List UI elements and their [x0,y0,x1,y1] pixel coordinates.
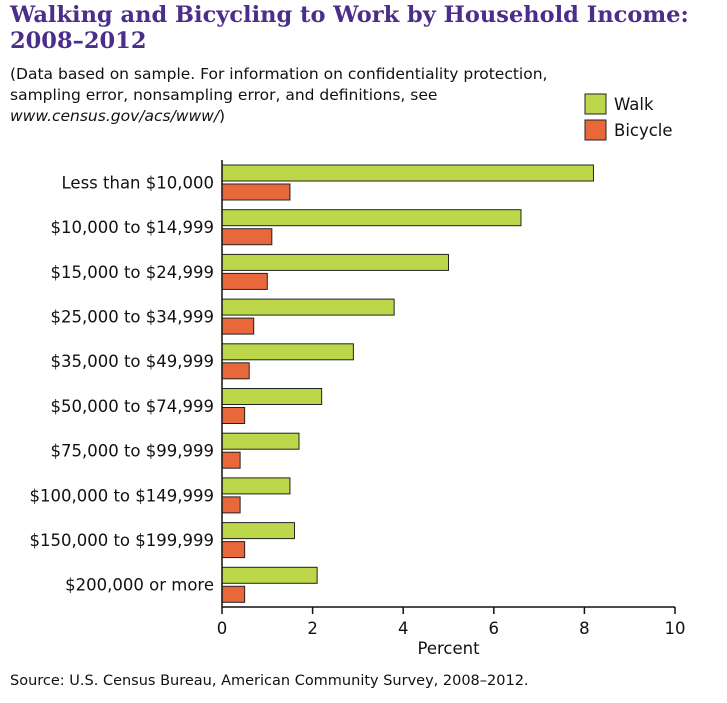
category-label: $75,000 to $99,999 [50,442,214,461]
bicycle-bar [221,451,241,469]
category-label: $25,000 to $34,999 [50,307,214,326]
x-tick-label: 0 [217,619,228,638]
x-axis-title: Percent [417,639,480,658]
legend-swatch-bicycle [584,119,607,141]
category-label: Less than $10,000 [62,173,214,192]
walk-bar [221,477,291,495]
bicycle-bar [221,541,246,559]
legend-swatch-walk [584,93,607,115]
category-label: $15,000 to $24,999 [50,263,214,282]
subtitle-lead: (Data based on sample. For information o… [10,65,548,104]
subtitle-url: www.census.gov/acs/www/ [10,107,220,125]
walk-bar [221,388,323,405]
walk-bar [221,522,295,540]
chart-subtitle: (Data based on sample. For information o… [10,64,570,127]
x-tick-label: 10 [665,619,686,638]
legend-label-walk: Walk [614,95,654,114]
walk-bar [221,253,449,271]
bicycle-bar [221,272,268,290]
bicycle-bar [221,407,246,424]
bicycle-bar [221,183,291,201]
subtitle-tail: ) [219,107,226,125]
walk-bar [221,343,354,361]
walk-bar [221,164,594,182]
x-tick-label: 4 [398,619,409,638]
x-tick-label: 2 [307,619,318,638]
category-label: $200,000 or more [65,576,214,595]
walk-bar [221,298,395,316]
bicycle-bar [221,585,246,603]
category-label: $35,000 to $49,999 [50,352,214,371]
walk-bar [221,432,300,450]
chart-title: Walking and Bicycling to Work by Househo… [10,2,689,54]
source-note: Source: U.S. Census Bureau, American Com… [10,673,529,689]
category-label: $10,000 to $14,999 [50,218,214,237]
legend-label-bicycle: Bicycle [614,121,673,140]
walk-bar [221,209,522,227]
x-tick-label: 6 [489,619,500,638]
category-label: $150,000 to $199,999 [29,531,214,550]
bicycle-bar [221,228,273,246]
x-tick-label: 8 [579,619,590,638]
category-label: $100,000 to $149,999 [29,486,214,505]
bicycle-bar [221,362,250,380]
bicycle-bar [221,317,255,335]
bicycle-bar [221,496,241,514]
walk-bar [221,566,318,584]
category-label: $50,000 to $74,999 [50,397,214,416]
